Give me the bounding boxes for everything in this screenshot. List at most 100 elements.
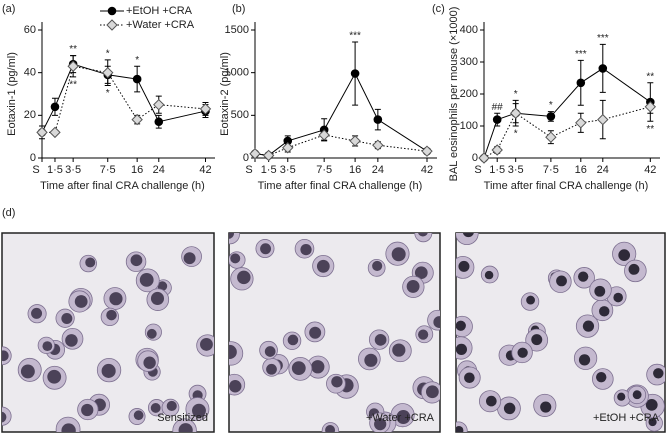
y-tick-label: 40 [24,67,36,79]
nucleus [101,363,116,378]
nucleus [166,400,177,412]
nucleus [540,401,552,413]
series-line [483,106,651,159]
marker [102,66,114,79]
nucleus [85,257,96,268]
x-tick-label: 7·5 [100,164,116,176]
nucleus [596,371,607,383]
nucleus [425,385,439,399]
marker [131,113,143,126]
marker [36,126,48,139]
nucleus [526,295,535,305]
nucleus [150,402,161,413]
y-tick-label: 400 [460,24,478,36]
legend-marker [107,6,117,16]
legend-marker [106,19,118,31]
nucleus [157,281,168,291]
nucleus [599,306,610,317]
nucleus [229,379,242,393]
nucleus [331,376,343,388]
marker [598,64,608,73]
nucleus [229,344,237,360]
significance: ** [69,80,77,91]
y-axis-title: BAL eosinophils per mouse (×1000) [448,7,460,182]
nucleus [396,410,411,424]
y-axis-title: Eotaxin-2 (pg/ml) [219,52,231,136]
caption: Sensitized [157,412,208,424]
nucleus [81,403,94,417]
caption: +Water +CRA [366,412,435,424]
significance: * [514,89,518,100]
marker [262,149,275,162]
x-tick-label: 1·5 [261,164,277,176]
marker [67,60,79,72]
nucleus [503,402,516,415]
nucleus [531,334,543,346]
nucleus [130,254,143,267]
nucleus [486,395,497,407]
significance: *** [575,49,587,60]
nucleus [456,343,468,355]
marker [154,117,164,127]
nucleus [648,417,657,427]
nucleus [106,309,117,321]
y-tick-label: 200 [460,88,478,100]
y-tick-label: 500 [231,109,249,121]
nucleus [20,364,35,379]
nucleus [632,390,642,400]
nucleus [374,418,387,431]
x-tick-label: 3·5 [508,164,524,176]
nucleus [364,353,378,367]
nucleus [392,343,406,357]
nucleus [264,346,276,357]
significance: * [135,55,139,66]
cells [229,233,440,432]
x-tick-label: 42 [644,164,656,176]
y-tick-label: 100 [460,120,478,132]
nucleus [133,410,144,421]
nucleus [237,270,251,285]
marker [282,142,294,154]
nucleus [418,329,429,340]
legend-label: +Water +CRA [126,19,195,31]
significance: * [549,100,553,111]
marker [373,115,383,124]
marker [153,98,165,111]
nucleus [617,392,626,401]
nucleus [582,320,595,332]
marker [132,74,142,84]
nucleus [2,350,9,362]
significance: ## [492,102,504,113]
nucleus [291,361,306,376]
nucleus [178,423,193,432]
nucleus [613,292,623,303]
x-tick-label: 3·5 [65,164,81,176]
y-tick-label: 1000 [225,67,249,79]
y-tick-label: 0 [243,152,249,164]
nucleus [556,275,567,287]
marker [421,145,433,157]
panel-label: (c) [432,3,445,15]
nucleus [406,279,420,293]
nucleus [433,316,440,329]
series-line [254,72,428,156]
nucleus [517,347,528,358]
nucleus [391,247,406,262]
nucleus [2,411,7,423]
marker [349,135,361,147]
nucleus [418,233,428,237]
marker [509,107,522,119]
marker [478,152,490,164]
x-tick-label: 24 [597,164,609,176]
nucleus [462,233,474,238]
marker [249,148,261,160]
x-axis-title: Time after final CRA challenge (h) [258,180,423,192]
x-tick-label: S [32,164,39,176]
nucleus [578,271,589,282]
nucleus [414,266,428,280]
marker [492,115,502,124]
x-tick-label: 16 [131,164,143,176]
significance: *** [597,33,609,44]
x-tick-label: 24 [372,164,384,176]
